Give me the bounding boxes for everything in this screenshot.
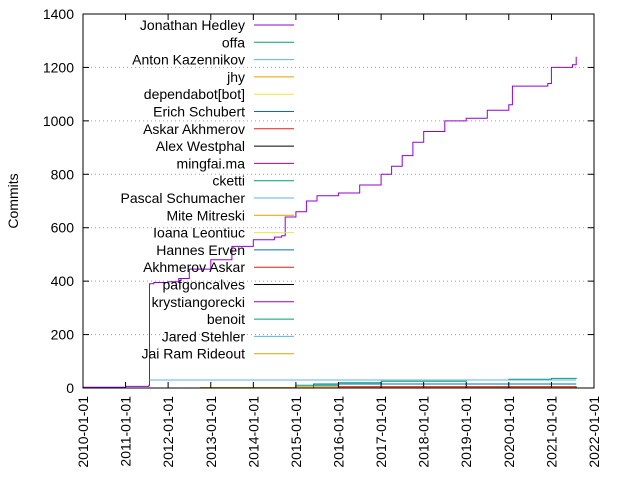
legend-label: Alex Westphal: [156, 138, 245, 154]
x-tick-label: 2020-01-01: [501, 396, 517, 468]
y-tick-label: 1000: [43, 113, 74, 129]
x-tick-label: 2010-01-01: [75, 396, 91, 468]
axes: 0 200 400 600 800 1000 1200 1400 2010-01-01 2011-…: [5, 6, 602, 468]
x-tick-label: 2021-01-01: [543, 396, 559, 468]
x-tick-label: 2011-01-01: [118, 396, 134, 467]
legend-label: jhy: [226, 69, 245, 85]
legend-label: Pascal Schumacher: [120, 190, 245, 206]
legend-label: Jared Stehler: [162, 328, 246, 344]
x-tick-label: 2014-01-01: [245, 396, 261, 468]
legend-label: Jonathan Hedley: [140, 17, 245, 33]
y-tick-label: 400: [51, 273, 75, 289]
legend-label: mingfai.ma: [177, 155, 246, 171]
x-tick-label: 2012-01-01: [160, 396, 176, 468]
series-line-0: [83, 56, 577, 388]
y-tick-label: 600: [51, 220, 75, 236]
legend-label: krystiangorecki: [152, 294, 245, 310]
legend-label: Jai Ram Rideout: [142, 346, 246, 362]
x-tick-label: 2022-01-01: [586, 396, 602, 468]
y-tick-label: 1400: [43, 6, 74, 22]
legend-label: pafgoncalves: [162, 277, 245, 293]
x-tick-label: 2013-01-01: [203, 396, 219, 468]
legend-label: cketti: [212, 173, 245, 189]
legend-label: benoit: [207, 311, 245, 327]
x-tick-label: 2018-01-01: [416, 396, 432, 468]
legend-label: Mite Mitreski: [166, 207, 245, 223]
legend-label: Askar Akhmerov: [143, 121, 245, 137]
x-tick-label: 2016-01-01: [330, 396, 346, 468]
y-tick-label: 800: [51, 166, 75, 182]
x-tick-label: 2015-01-01: [288, 396, 304, 468]
y-tick-label: 1200: [43, 59, 74, 75]
series-line-1: [281, 377, 577, 389]
legend-label: Hannes Erven: [156, 242, 245, 258]
legend-label: dependabot[bot]: [144, 86, 245, 102]
legend-label: Anton Kazennikov: [132, 52, 245, 68]
y-tick-label: 200: [51, 327, 75, 343]
x-tick-label: 2017-01-01: [373, 396, 389, 468]
legend-label: offa: [222, 34, 245, 50]
x-tick-label: 2019-01-01: [458, 396, 474, 468]
y-axis-label: Commits: [5, 173, 21, 228]
legend-label: Akhmerov Askar: [143, 259, 245, 275]
legend-label: Erich Schubert: [153, 104, 245, 120]
y-tick-label: 0: [66, 380, 74, 396]
legend-label: Ioana Leontiuc: [153, 225, 245, 241]
